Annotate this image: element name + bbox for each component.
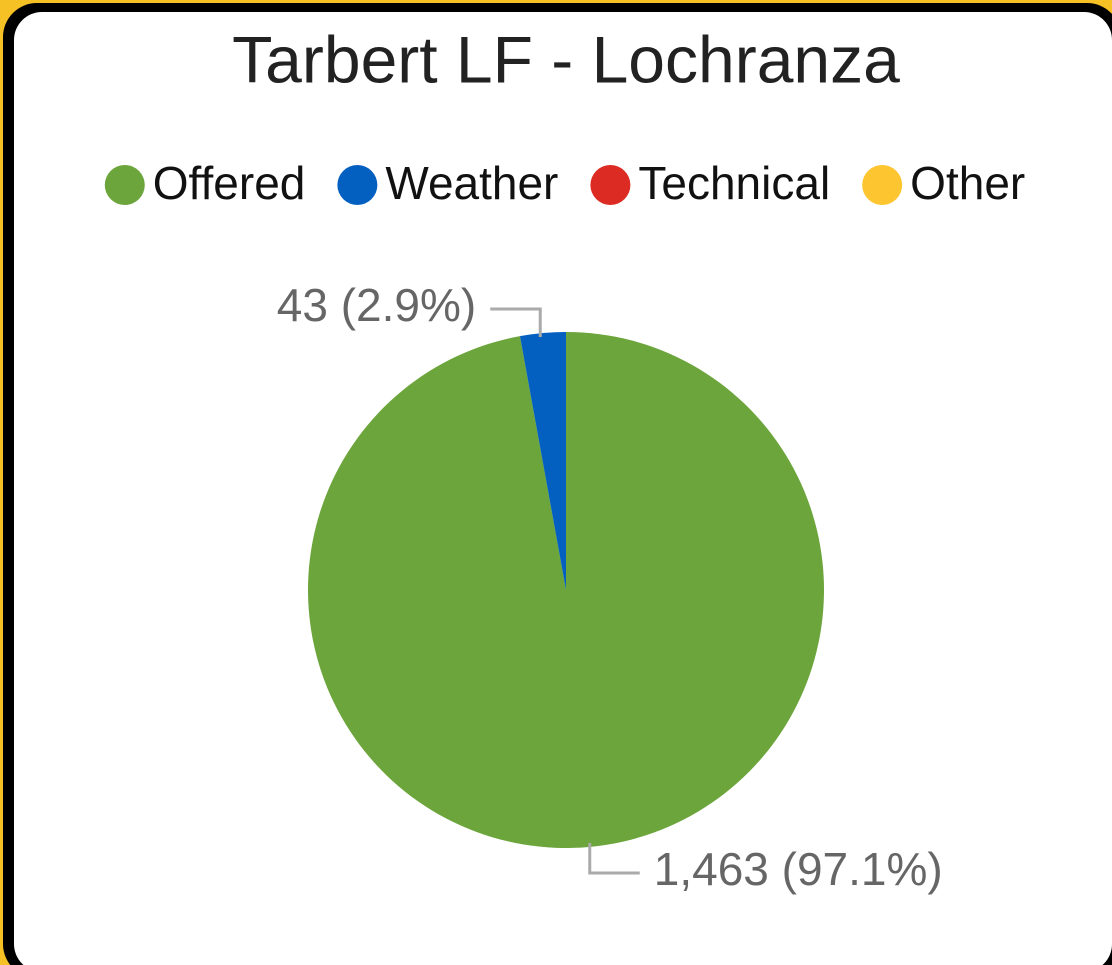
legend-label: Weather	[385, 157, 558, 209]
legend-marker	[862, 165, 903, 205]
leader-line	[490, 307, 542, 338]
legend-label: Offered	[153, 157, 306, 209]
pie-slice	[519, 332, 566, 590]
data-label: 43 (2.9%)	[277, 279, 476, 331]
leader-line	[588, 842, 640, 875]
pie-slice	[308, 332, 825, 848]
legend-marker	[590, 165, 631, 205]
legend-label: Technical	[638, 157, 830, 209]
legend-marker	[104, 165, 145, 205]
data-label: 1,463 (97.1%)	[654, 843, 943, 895]
legend-label: Other	[910, 157, 1025, 209]
chart-title: Tarbert LF - Lochranza	[232, 22, 900, 96]
legend-marker	[337, 165, 378, 205]
